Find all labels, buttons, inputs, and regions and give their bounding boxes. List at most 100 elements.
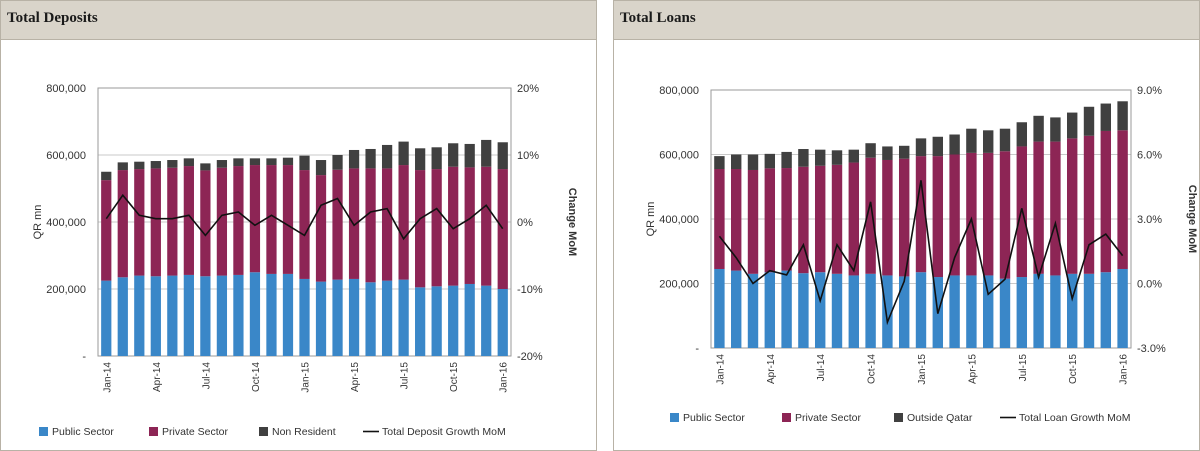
bar-private-sector <box>134 169 145 276</box>
bar-private-sector <box>481 166 492 286</box>
legend-label: Non Resident <box>272 426 336 438</box>
x-tick-label: Oct-14 <box>867 354 878 384</box>
bar-private-sector <box>315 175 327 282</box>
legend-swatch <box>259 427 268 436</box>
bar-public-sector <box>315 281 327 356</box>
bar-non-resident <box>497 142 508 170</box>
bar-outside-qatar <box>1100 103 1112 131</box>
bar-public-sector <box>183 274 194 356</box>
bar-private-sector <box>415 170 426 288</box>
bar-public-sector <box>898 276 910 348</box>
bar-public-sector <box>448 285 459 356</box>
x-tick-label: Jan-14 <box>102 362 113 393</box>
bar-outside-qatar <box>1033 115 1044 142</box>
bar-outside-qatar <box>865 143 876 158</box>
bar-private-sector <box>167 167 178 276</box>
bar-private-sector <box>898 158 910 277</box>
y2-tick-label: 20% <box>517 83 539 95</box>
bar-public-sector <box>865 273 876 348</box>
bar-public-sector <box>831 273 843 348</box>
bar-public-sector <box>1066 273 1078 348</box>
y-tick-label: 800,000 <box>659 85 699 97</box>
x-tick-label: Jan-16 <box>1119 354 1130 385</box>
bar-outside-qatar <box>898 145 910 159</box>
bar-private-sector <box>999 151 1011 279</box>
bar-non-resident <box>134 161 145 170</box>
bar-public-sector <box>982 275 994 348</box>
bar-public-sector <box>167 275 178 356</box>
bar-public-sector <box>915 272 927 348</box>
deposits-chart: - 200,000 400,000 600,000 800,000 -20% -10% 0% 1… <box>32 83 578 438</box>
y-tick-label: 400,000 <box>46 217 86 229</box>
bar-public-sector <box>266 273 277 356</box>
bar-private-sector <box>714 169 725 269</box>
bar-public-sector <box>814 272 826 348</box>
bar-non-resident <box>249 158 261 166</box>
bar-public-sector <box>282 273 294 356</box>
y-axis-title: QR mn <box>645 202 657 237</box>
bar-public-sector <box>249 272 261 356</box>
y-tick-label: 600,000 <box>659 150 699 162</box>
bar-public-sector <box>949 275 960 348</box>
bar-public-sector <box>882 275 893 348</box>
bar-private-sector <box>216 167 228 276</box>
x-tick-label: Apr-14 <box>766 354 777 384</box>
bar-private-sector <box>448 166 459 286</box>
bar-public-sector <box>134 275 145 356</box>
bar-public-sector <box>497 289 508 356</box>
bar-outside-qatar <box>915 138 927 157</box>
deposits-panel-title: Total Deposits <box>7 10 98 26</box>
bar-private-sector <box>266 165 277 274</box>
bar-outside-qatar <box>932 136 944 157</box>
bar-private-sector <box>814 165 826 273</box>
bar-non-resident <box>101 171 112 181</box>
bar-private-sector <box>1050 141 1061 276</box>
bar-public-sector <box>781 270 792 348</box>
bar-public-sector <box>348 278 360 356</box>
legend-label: Total Deposit Growth MoM <box>382 426 506 438</box>
bar-public-sector <box>233 274 244 356</box>
bar-non-resident <box>282 157 294 166</box>
bar-non-resident <box>431 147 442 170</box>
y2-tick-label: 3.0% <box>1137 214 1162 226</box>
bar-non-resident <box>464 143 475 168</box>
loans-panel-title: Total Loans <box>620 10 696 26</box>
bar-non-resident <box>233 158 244 167</box>
legend-swatch <box>670 413 679 422</box>
bar-private-sector <box>200 170 211 277</box>
bar-outside-qatar <box>1066 112 1078 139</box>
bar-outside-qatar <box>1050 117 1061 142</box>
legend-label: Outside Qatar <box>907 412 973 424</box>
x-tick-label: Jan-15 <box>301 362 312 393</box>
bar-outside-qatar <box>781 151 792 169</box>
bar-private-sector <box>183 166 194 275</box>
y-tick-label: - <box>695 343 699 355</box>
bar-non-resident <box>150 161 161 169</box>
bar-public-sector <box>431 286 442 356</box>
bar-private-sector <box>865 157 876 274</box>
bar-public-sector <box>1050 275 1061 348</box>
x-tick-label: Jul-14 <box>201 362 212 390</box>
bar-non-resident <box>315 160 327 176</box>
bar-non-resident <box>381 144 393 169</box>
y2-tick-label: 6.0% <box>1137 150 1162 162</box>
bar-outside-qatar <box>1117 101 1128 131</box>
legend-label: Private Sector <box>795 412 861 424</box>
bar-outside-qatar <box>999 128 1011 152</box>
bar-public-sector <box>1083 273 1095 348</box>
bar-private-sector <box>781 168 792 271</box>
bar-outside-qatar <box>747 154 759 170</box>
bar-private-sector <box>1083 135 1095 274</box>
bar-private-sector <box>497 169 508 289</box>
bar-private-sector <box>249 165 261 273</box>
bar-non-resident <box>348 149 360 169</box>
bar-public-sector <box>481 285 492 356</box>
bar-outside-qatar <box>848 149 860 163</box>
bar-private-sector <box>398 165 409 280</box>
bar-non-resident <box>415 148 426 171</box>
bar-public-sector <box>747 273 759 348</box>
x-tick-label: Jan-16 <box>499 362 510 393</box>
y-tick-label: 800,000 <box>46 83 86 95</box>
bar-private-sector <box>381 168 393 281</box>
bar-public-sector <box>332 279 343 356</box>
